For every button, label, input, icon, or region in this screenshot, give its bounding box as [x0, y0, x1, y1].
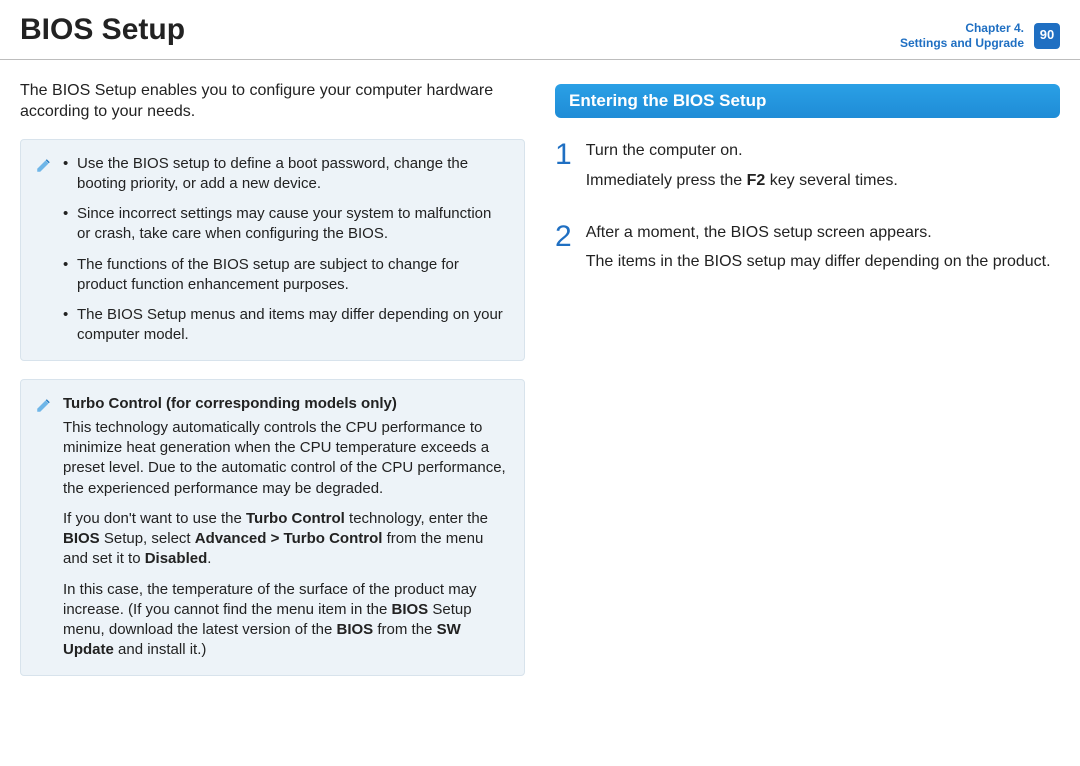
note-list: Use the BIOS setup to define a boot pass…: [63, 154, 506, 346]
turbo-p2: If you don't want to use the Turbo Contr…: [63, 509, 506, 570]
page-title: BIOS Setup: [20, 10, 185, 51]
chapter-line1: Chapter 4.: [900, 21, 1024, 36]
step-line: The items in the BIOS setup may differ d…: [586, 251, 1051, 273]
page-number-badge: 90: [1034, 23, 1060, 49]
note-item: The BIOS Setup menus and items may diffe…: [63, 305, 506, 346]
chapter-line2: Settings and Upgrade: [900, 36, 1024, 51]
step-number: 2: [555, 222, 572, 281]
note-icon: [35, 396, 53, 420]
note-item: The functions of the BIOS setup are subj…: [63, 255, 506, 296]
step: 1 Turn the computer on. Immediately pres…: [555, 140, 1060, 199]
step: 2 After a moment, the BIOS setup screen …: [555, 222, 1060, 281]
note-box-turbo: Turbo Control (for corresponding models …: [20, 379, 525, 676]
chapter-label: Chapter 4. Settings and Upgrade: [900, 21, 1024, 51]
section-heading: Entering the BIOS Setup: [555, 84, 1060, 119]
left-column: The BIOS Setup enables you to configure …: [20, 80, 525, 694]
step-line: Immediately press the F2 key several tim…: [586, 170, 898, 192]
turbo-body: Turbo Control (for corresponding models …: [63, 394, 506, 661]
turbo-title: Turbo Control (for corresponding models …: [63, 394, 506, 414]
note-item: Use the BIOS setup to define a boot pass…: [63, 154, 506, 195]
intro-paragraph: The BIOS Setup enables you to configure …: [20, 80, 525, 123]
note-icon: [35, 156, 53, 180]
step-body: After a moment, the BIOS setup screen ap…: [586, 222, 1051, 281]
header-meta: Chapter 4. Settings and Upgrade 90: [900, 21, 1060, 51]
note-item: Since incorrect settings may cause your …: [63, 204, 506, 245]
note-body: Use the BIOS setup to define a boot pass…: [63, 154, 506, 346]
page-header: BIOS Setup Chapter 4. Settings and Upgra…: [0, 0, 1080, 60]
right-column: Entering the BIOS Setup 1 Turn the compu…: [555, 80, 1060, 694]
step-body: Turn the computer on. Immediately press …: [586, 140, 898, 199]
step-line: Turn the computer on.: [586, 140, 898, 162]
note-box-general: Use the BIOS setup to define a boot pass…: [20, 139, 525, 361]
step-line: After a moment, the BIOS setup screen ap…: [586, 222, 1051, 244]
content-columns: The BIOS Setup enables you to configure …: [0, 60, 1080, 694]
turbo-p3: In this case, the temperature of the sur…: [63, 580, 506, 661]
step-number: 1: [555, 140, 572, 199]
turbo-p1: This technology automatically controls t…: [63, 418, 506, 499]
